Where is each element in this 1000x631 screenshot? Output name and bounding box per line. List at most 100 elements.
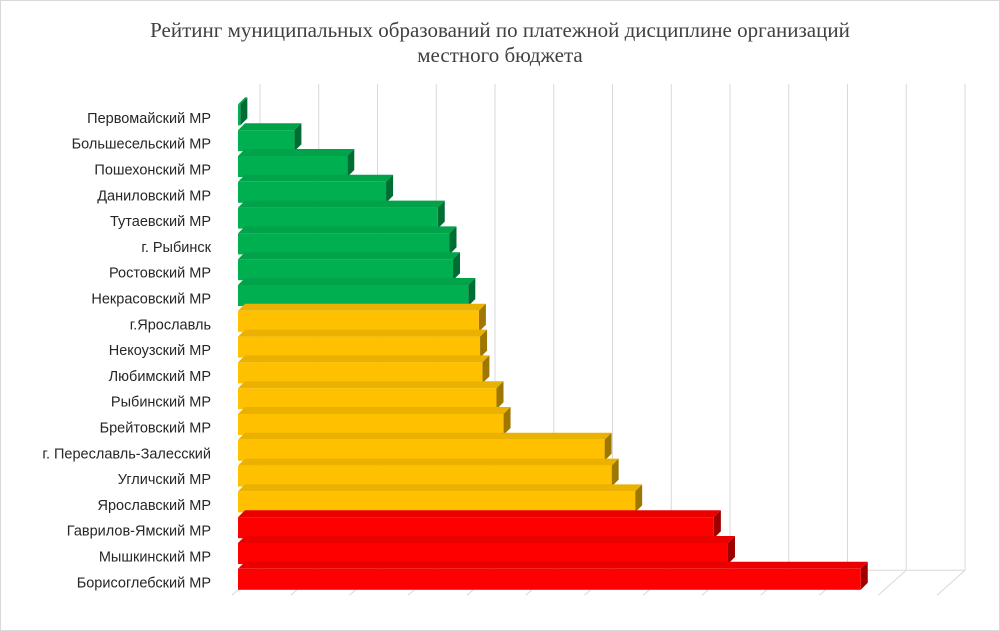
category-label: Некрасовский МР	[91, 292, 211, 308]
bar	[238, 536, 735, 564]
bar-side-face	[496, 381, 504, 410]
category-label: Угличский МР	[118, 472, 211, 488]
bar	[238, 432, 612, 461]
bar	[238, 226, 457, 255]
bar-top-face	[238, 407, 511, 414]
bar-side-face	[713, 510, 721, 539]
bar-front-face	[238, 233, 450, 255]
bar-top-face	[238, 381, 504, 389]
bar-front-face	[238, 207, 438, 229]
bar-top-face	[238, 97, 248, 105]
category-labels: Первомайский МР Большесельский МР Пошехонс…	[42, 111, 211, 591]
bar-front-face	[238, 362, 483, 384]
bar-top-face	[238, 432, 612, 440]
bar-side-face	[635, 484, 643, 513]
bar-top-face	[238, 149, 355, 156]
bar-side-face	[478, 303, 486, 332]
bar-side-face	[437, 200, 445, 229]
bar-side-face	[604, 432, 612, 461]
bar-top-face	[238, 536, 735, 543]
bar-top-face	[238, 329, 488, 337]
bar-front-face	[238, 568, 861, 590]
bar-top-face	[238, 278, 476, 285]
bar	[238, 458, 619, 487]
bar	[238, 510, 721, 539]
bar-front-face	[238, 439, 605, 461]
category-label: Брейтовский МР	[100, 421, 211, 437]
bar-front-face	[238, 336, 481, 358]
bar	[238, 561, 868, 590]
category-label: Любимский МР	[109, 369, 211, 385]
bar	[238, 303, 486, 332]
bar-side-face	[480, 329, 488, 358]
bar-front-face	[238, 465, 612, 487]
category-label: Большесельский МР	[72, 137, 211, 153]
bar-side-face	[503, 407, 511, 435]
bar-top-face	[238, 458, 619, 466]
bar-front-face	[238, 181, 387, 203]
bar	[238, 149, 355, 177]
bar-side-face	[482, 355, 490, 384]
bar-top-face	[238, 561, 868, 569]
bar-front-face	[238, 388, 497, 410]
bar-side-face	[611, 458, 619, 487]
bar	[238, 174, 394, 203]
bars	[238, 97, 868, 590]
category-label: Ярославский МР	[98, 498, 212, 514]
bar	[238, 407, 511, 435]
category-label: г. Переславль-Залесский	[42, 446, 211, 462]
category-label: Некоузский МР	[109, 343, 211, 359]
bar-top-face	[238, 200, 445, 208]
category-label: Мышкинский МР	[99, 550, 211, 566]
bar-side-face	[347, 149, 355, 177]
category-label: Борисоглебский МР	[77, 575, 211, 591]
bar-side-face	[294, 123, 302, 152]
bar-front-face	[238, 130, 295, 152]
bar-front-face	[238, 104, 241, 126]
bar-front-face	[238, 543, 728, 564]
category-label: Даниловский МР	[97, 188, 211, 204]
bar-front-face	[238, 310, 479, 332]
bar-top-face	[238, 355, 490, 363]
category-label: Пошехонский МР	[94, 163, 211, 179]
category-label: Тутаевский МР	[110, 214, 211, 230]
category-label: г.Ярославль	[130, 317, 211, 333]
category-label: Гаврилов-Ямский МР	[67, 524, 211, 540]
bar-side-face	[453, 252, 461, 281]
category-label: г. Рыбинск	[141, 240, 211, 256]
bar-front-face	[238, 156, 348, 177]
bar	[238, 278, 476, 306]
bar-side-face	[449, 226, 457, 255]
bar-side-face	[727, 536, 735, 564]
bar-front-face	[238, 414, 504, 435]
category-label: Ростовский МР	[109, 266, 211, 282]
category-label: Рыбинский МР	[111, 395, 211, 411]
bar-side-face	[240, 97, 248, 126]
bar-top-face	[238, 226, 457, 234]
bar-top-face	[238, 484, 643, 492]
bar-front-face	[238, 517, 714, 539]
bar-side-face	[468, 278, 476, 306]
bar-front-face	[238, 491, 636, 513]
bar-top-face	[238, 174, 394, 182]
bar-side-face	[860, 561, 868, 590]
bar-side-face	[386, 174, 394, 203]
bar	[238, 200, 445, 229]
bar	[238, 97, 248, 126]
bar	[238, 355, 490, 384]
bar-top-face	[238, 303, 486, 311]
bar	[238, 252, 461, 281]
gridline-floor	[877, 569, 907, 596]
bar	[238, 484, 643, 513]
bar-top-face	[238, 252, 461, 260]
bar-top-face	[238, 123, 302, 131]
category-label: Первомайский МР	[87, 111, 211, 127]
chart-title: Рейтинг муниципальных образований по пла…	[150, 18, 850, 67]
bar	[238, 123, 302, 152]
bar-top-face	[238, 510, 721, 518]
bar-front-face	[238, 259, 454, 281]
bar-front-face	[238, 285, 469, 306]
gridline-floor	[936, 569, 966, 596]
bar	[238, 329, 488, 358]
